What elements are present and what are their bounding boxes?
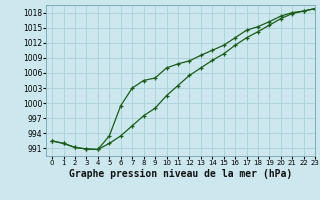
X-axis label: Graphe pression niveau de la mer (hPa): Graphe pression niveau de la mer (hPa) [69,169,292,179]
